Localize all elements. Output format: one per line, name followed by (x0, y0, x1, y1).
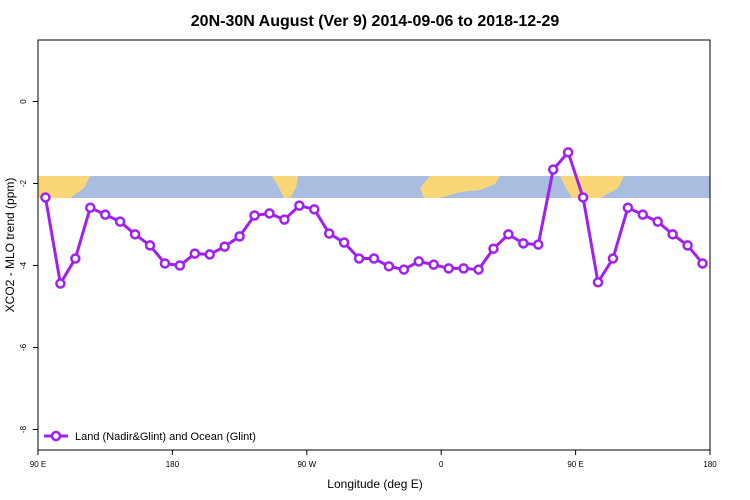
x-axis-label: Longitude (deg E) (327, 477, 422, 491)
data-point (114, 216, 126, 227)
data-point (249, 210, 260, 221)
data-point (219, 241, 230, 252)
data-point (204, 249, 215, 260)
data-point (353, 253, 365, 264)
x-tick-label: 0 (439, 460, 444, 469)
data-point (174, 260, 186, 271)
data-point (40, 192, 51, 203)
data-point (264, 208, 275, 219)
map-strip (38, 176, 710, 198)
x-tick-label: 90 E (567, 460, 583, 469)
data-point (518, 238, 529, 249)
y-tick-label: -6 (19, 343, 28, 351)
y-tick-label: -8 (19, 425, 28, 433)
y-axis-label: XCO2 - MLO trend (ppm) (3, 178, 17, 313)
data-point (667, 229, 678, 240)
data-point (99, 209, 111, 220)
data-point (547, 164, 559, 175)
data-point (323, 228, 335, 239)
legend-label: Land (Nadir&Glint) and Ocean (Glint) (75, 431, 256, 443)
data-point (398, 264, 410, 275)
y-tick-label: -4 (19, 261, 28, 269)
data-point (428, 259, 439, 270)
data-point (488, 243, 499, 254)
data-point (607, 253, 619, 264)
data-point (652, 216, 663, 227)
data-point (413, 256, 425, 267)
data-point (294, 200, 305, 211)
data-point (309, 204, 320, 215)
data-point (682, 240, 693, 251)
x-tick-label: 90 W (297, 460, 316, 469)
x-tick-label: 180 (703, 460, 717, 469)
data-point (577, 192, 589, 203)
data-point (368, 253, 380, 264)
data-point (129, 229, 141, 240)
data-point (503, 229, 514, 240)
y-tick-label: -2 (19, 179, 28, 187)
data-point (458, 263, 469, 274)
data-point (637, 209, 649, 220)
chart-title: 20N-30N August (Ver 9) 2014-09-06 to 201… (191, 13, 560, 30)
data-point (70, 253, 81, 264)
data-point (592, 277, 604, 288)
data-point (443, 263, 454, 274)
data-point (622, 202, 634, 213)
data-point (55, 278, 66, 289)
data-point (383, 261, 395, 272)
x-tick-label: 90 E (30, 460, 46, 469)
data-point (159, 258, 171, 269)
data-point (338, 237, 350, 248)
x-tick-label: 180 (166, 460, 180, 469)
data-point (279, 214, 290, 225)
data-point (189, 248, 201, 259)
data-point (85, 202, 96, 213)
plot-frame (37, 39, 711, 451)
y-tick-label: 0 (19, 99, 28, 104)
data-point (697, 258, 708, 269)
data-point (562, 147, 574, 158)
data-point (533, 239, 544, 250)
data-point (234, 231, 245, 242)
legend-marker (50, 430, 62, 442)
data-point (144, 240, 156, 251)
data-point (473, 264, 484, 275)
series-line (43, 149, 704, 288)
